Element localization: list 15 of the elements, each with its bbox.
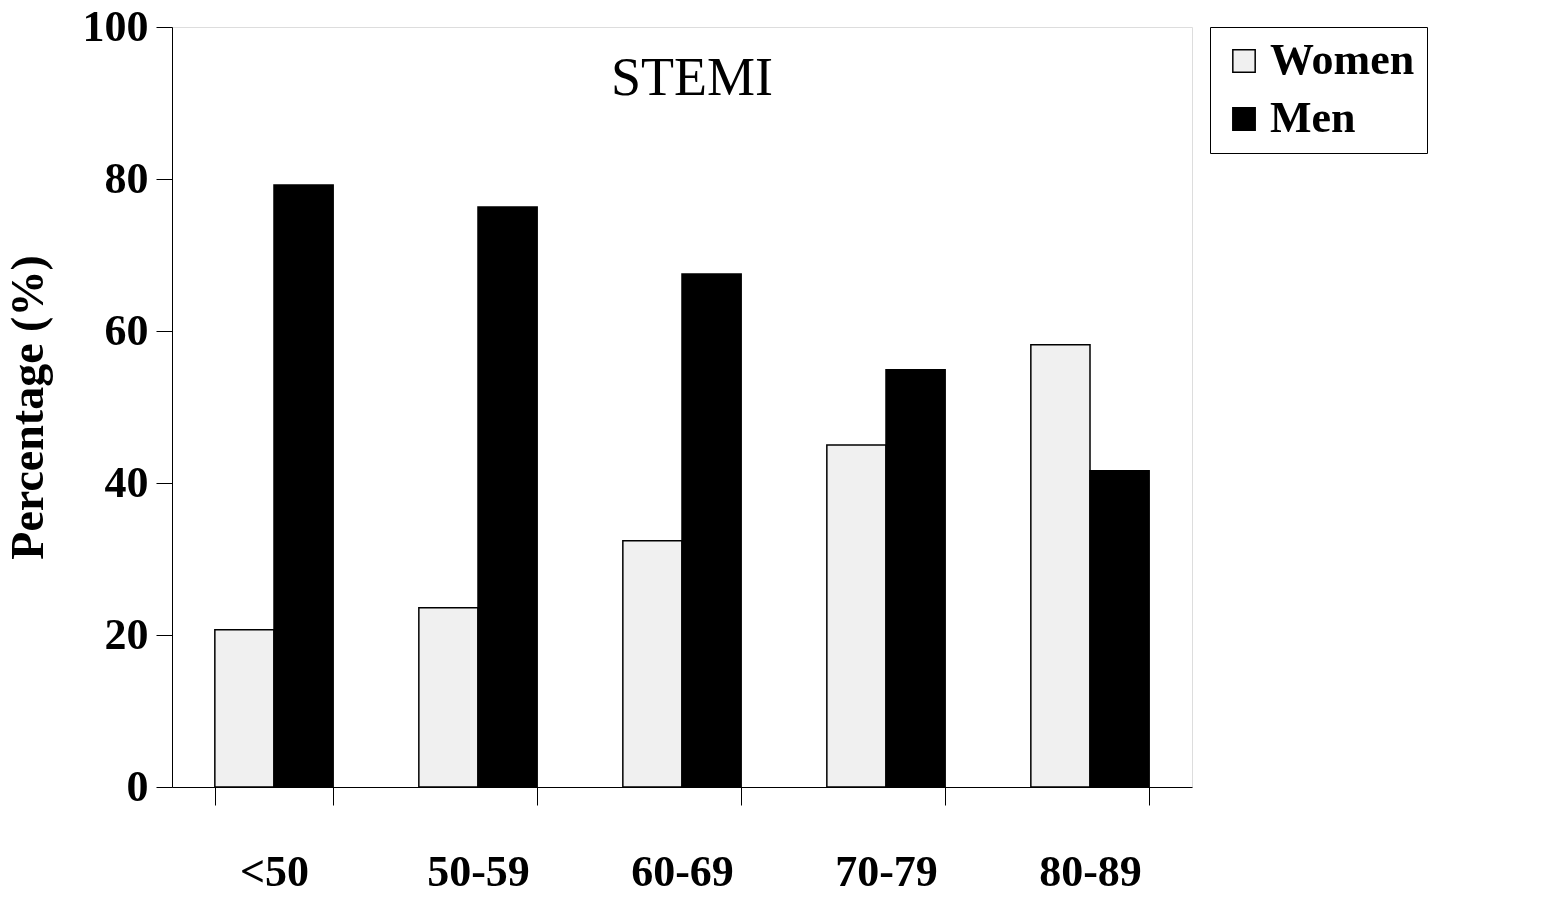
legend-label: Women [1270, 35, 1415, 84]
y-tick-label: 40 [104, 457, 149, 507]
y-tick-label: 80 [104, 153, 149, 203]
x-tick-label: 80-89 [1039, 846, 1142, 896]
y-tick-label: 100 [82, 1, 149, 51]
y-tick-label: 20 [104, 609, 149, 659]
y-tick-label: 0 [126, 761, 149, 811]
legend-label: Men [1270, 93, 1356, 142]
x-tick-label: 70-79 [835, 846, 938, 896]
x-tick-label: 50-59 [427, 846, 530, 896]
chart-title: STEMI [611, 47, 773, 107]
x-tick-label: <50 [239, 846, 310, 896]
y-axis-title: Percentage (%) [1, 255, 53, 560]
x-tick-label: 60-69 [631, 846, 734, 896]
y-tick-label: 60 [104, 305, 149, 355]
